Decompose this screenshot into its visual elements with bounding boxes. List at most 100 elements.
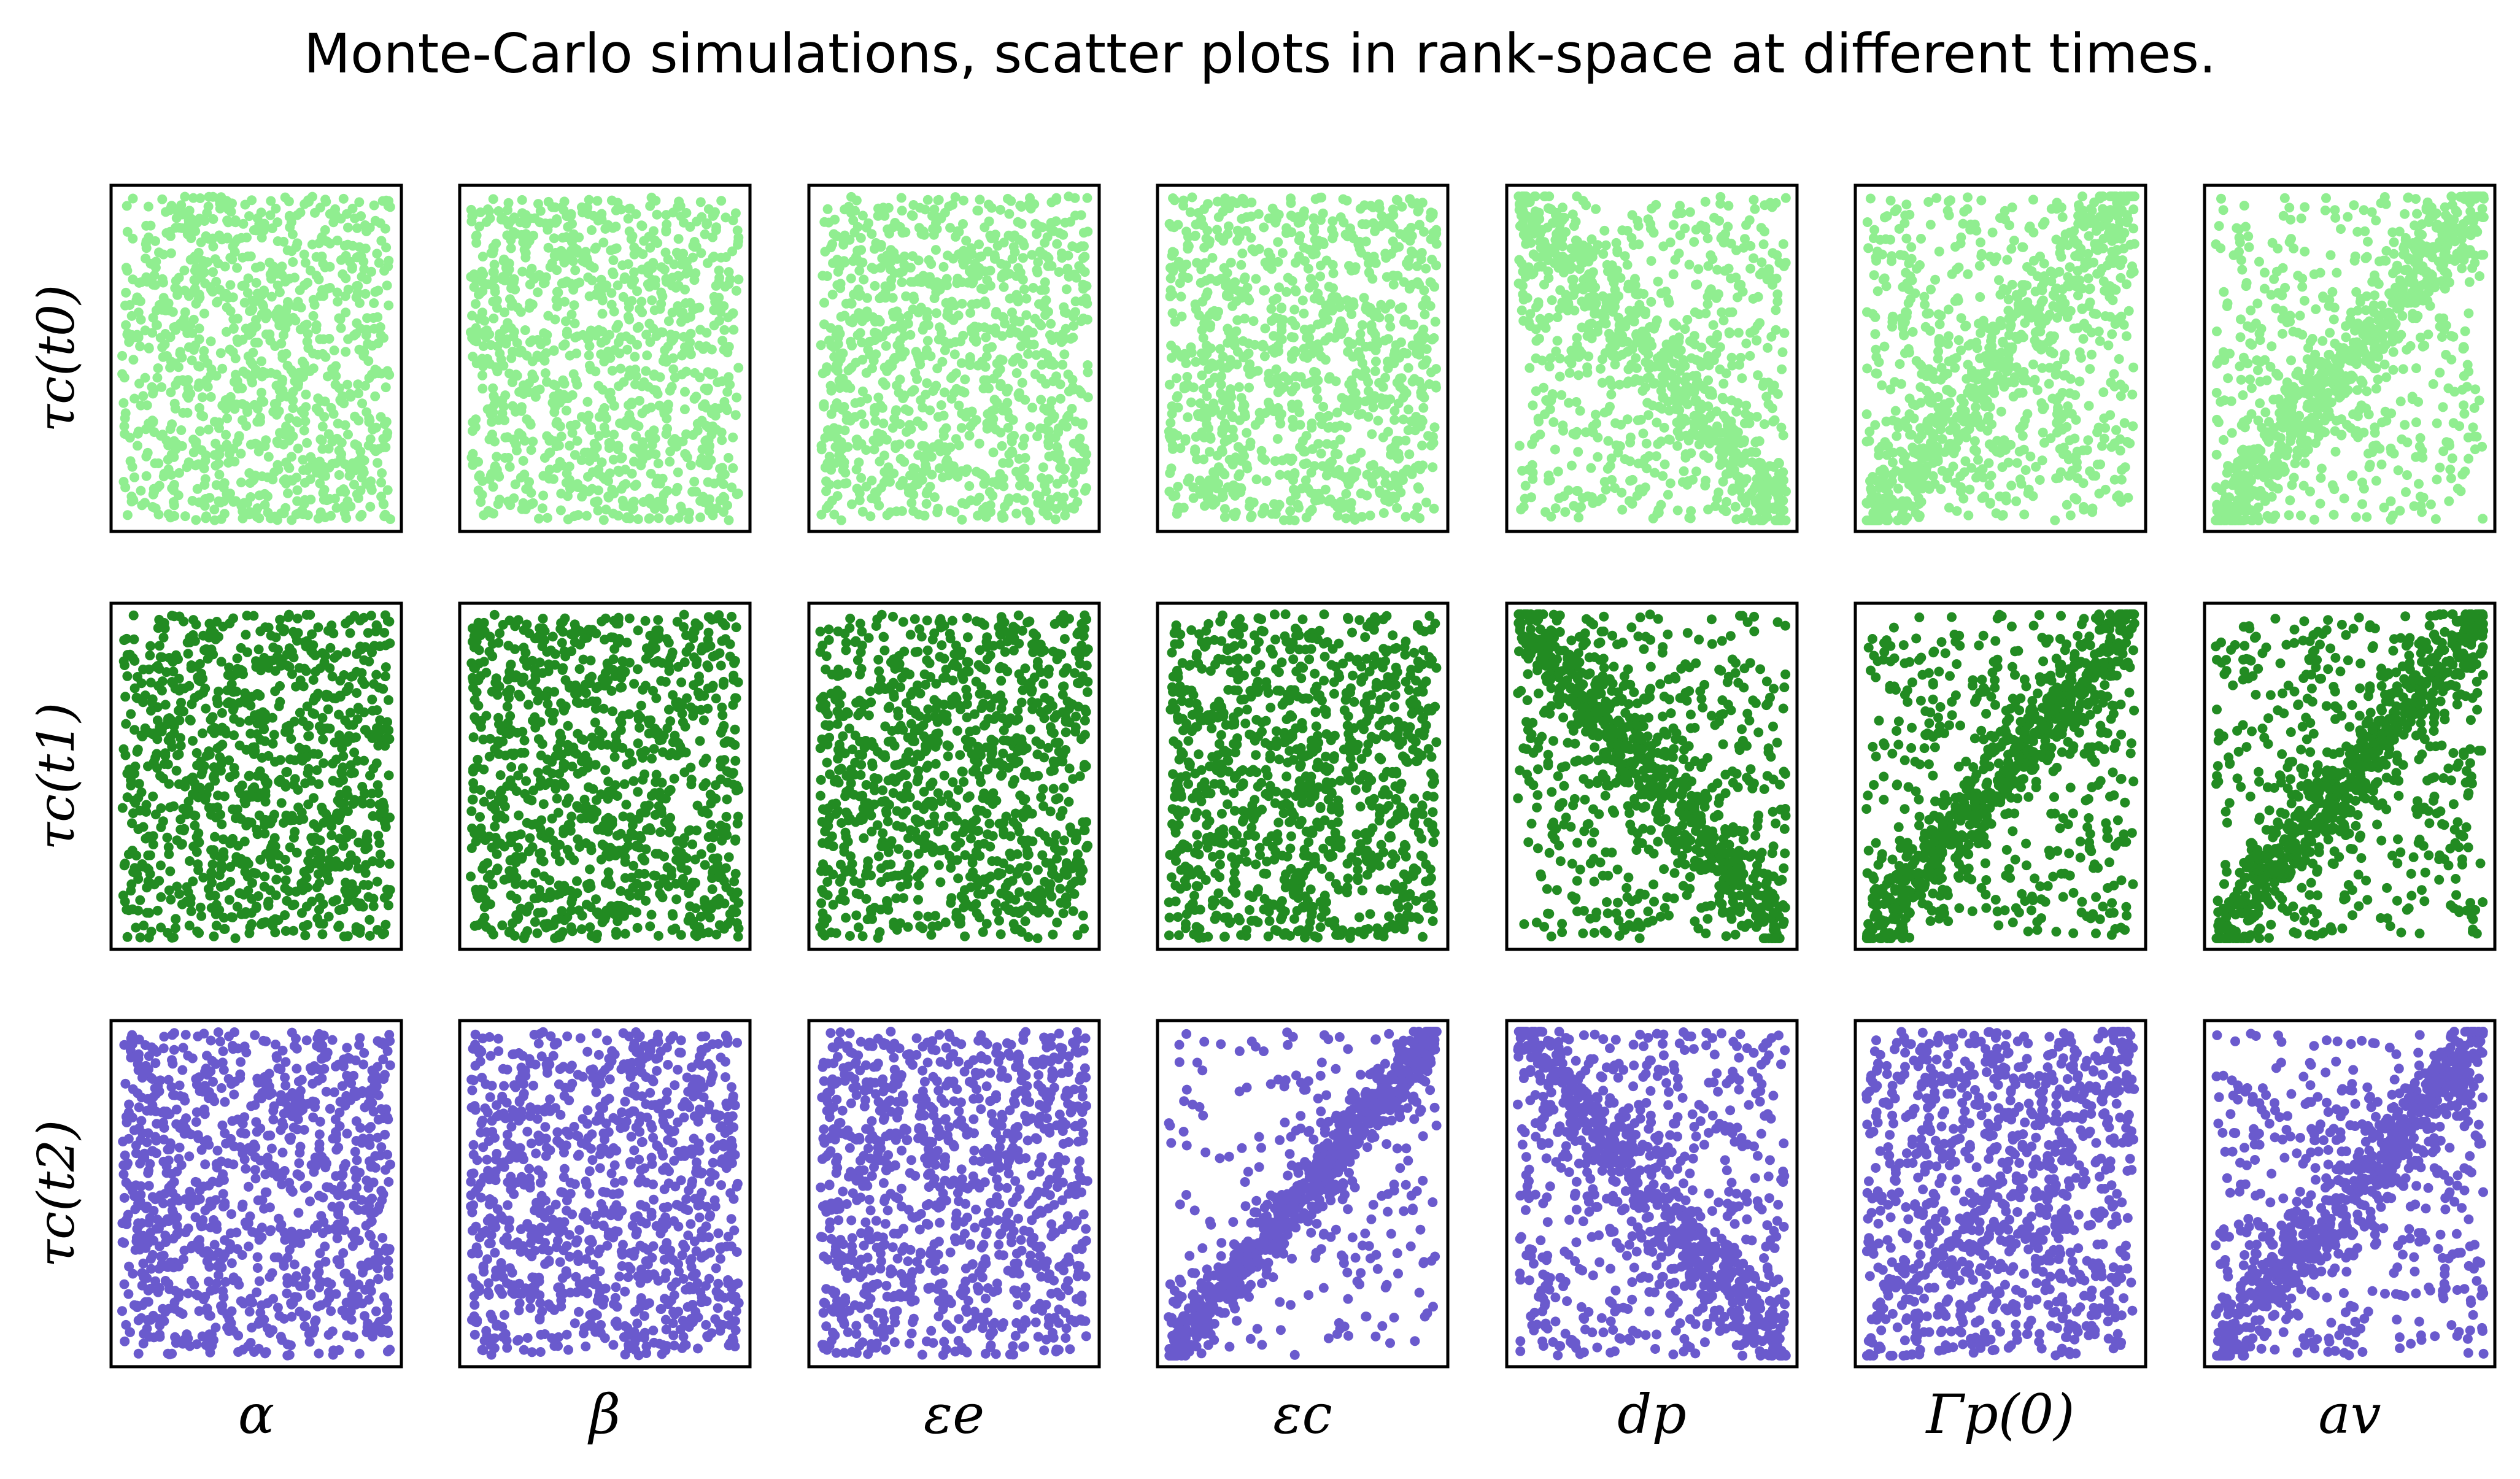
scatter-point — [883, 462, 894, 473]
scatter-point — [624, 204, 635, 214]
scatter-point — [199, 267, 209, 277]
scatter-point — [1224, 400, 1235, 409]
scatter-point — [905, 263, 916, 273]
scatter-point — [1030, 218, 1041, 229]
scatter-point — [827, 290, 838, 299]
scatter-point — [571, 420, 581, 430]
scatter-point — [300, 495, 310, 505]
scatter-point — [1168, 193, 1178, 203]
scatter-point — [1572, 340, 1582, 350]
scatter-point — [1369, 311, 1380, 322]
scatter-point — [1202, 287, 1213, 298]
scatter-point — [169, 500, 179, 511]
scatter-point — [1040, 480, 1050, 490]
scatter-point — [1514, 255, 1525, 265]
scatter-point — [597, 309, 608, 319]
scatter-point — [527, 369, 538, 380]
scatter-point — [1597, 377, 1607, 388]
scatter-point — [1219, 504, 1230, 514]
scatter-point — [980, 222, 990, 233]
scatter-point — [514, 347, 524, 357]
scatter-point — [1304, 244, 1314, 255]
scatter-point — [292, 416, 302, 427]
scatter-point — [1045, 495, 1056, 505]
scatter-point — [231, 399, 241, 409]
scatter-point — [714, 272, 725, 283]
scatter-point — [222, 326, 231, 337]
scatter-point — [1566, 460, 1577, 471]
scatter-point — [291, 242, 301, 252]
scatter-point — [471, 299, 481, 309]
scatter-point — [851, 195, 862, 206]
scatter-point — [1429, 233, 1440, 243]
scatter-point — [1659, 347, 1669, 357]
scatter-point — [136, 277, 147, 287]
scatter-point — [272, 217, 283, 228]
scatter-point — [308, 295, 319, 305]
scatter-point — [296, 367, 307, 377]
scatter-point — [668, 353, 678, 363]
scatter-point — [1339, 217, 1349, 228]
scatter-point — [516, 307, 526, 317]
scatter-point — [1299, 206, 1309, 217]
scatter-point — [341, 273, 351, 284]
scatter-point — [1640, 454, 1650, 464]
scatter-point — [1391, 195, 1402, 205]
scatter-point — [188, 344, 198, 353]
scatter-point — [535, 384, 545, 395]
scatter-point — [960, 374, 970, 385]
scatter-point — [620, 272, 630, 282]
scatter-point — [609, 488, 619, 499]
scatter-point — [733, 236, 743, 247]
scatter-point — [908, 210, 918, 221]
scatter-point — [1207, 307, 1218, 317]
scatter-point — [1183, 273, 1193, 283]
scatter-point — [1027, 403, 1038, 413]
scatter-point — [1013, 263, 1023, 273]
scatter-point — [956, 423, 967, 433]
scatter-point — [331, 503, 342, 513]
scatter-point — [646, 468, 656, 479]
scatter-point — [170, 403, 180, 414]
scatter-point — [692, 419, 703, 429]
scatter-point — [1758, 514, 1769, 525]
scatter-point — [1674, 332, 1684, 342]
scatter-point — [1324, 374, 1334, 384]
scatter-point — [1078, 253, 1088, 263]
scatter-point — [1715, 199, 1726, 209]
scatter-point — [1052, 239, 1062, 249]
scatter-point — [503, 198, 514, 208]
scatter-point — [1648, 228, 1659, 238]
scatter-point — [979, 479, 989, 489]
scatter-point — [1000, 319, 1010, 329]
scatter-point — [1533, 299, 1544, 310]
scatter-point — [302, 336, 312, 347]
scatter-point — [856, 233, 866, 243]
scatter-point — [1542, 222, 1553, 233]
scatter-point — [1083, 367, 1093, 377]
scatter-point — [1771, 325, 1781, 335]
scatter-point — [163, 464, 174, 474]
scatter-point — [717, 463, 727, 473]
scatter-point — [177, 352, 187, 363]
scatter-point — [1708, 320, 1718, 330]
scatter-point — [684, 514, 694, 524]
scatter-point — [655, 479, 665, 488]
scatter-point — [636, 460, 646, 471]
scatter-point — [1076, 210, 1086, 220]
scatter-point — [469, 282, 479, 292]
scatter-point — [1046, 319, 1056, 329]
scatter-point — [317, 444, 328, 454]
scatter-point — [1061, 284, 1072, 295]
scatter-point — [1390, 473, 1401, 483]
scatter-point — [988, 447, 999, 458]
scatter-point — [964, 481, 975, 491]
scatter-point — [328, 217, 339, 228]
scatter-point — [558, 375, 568, 385]
scatter-point — [1703, 351, 1714, 361]
scatter-point — [908, 304, 918, 315]
scatter-point — [1057, 253, 1067, 263]
scatter-point — [635, 304, 644, 314]
scatter-point — [1286, 332, 1297, 342]
scatter-point — [1034, 319, 1045, 329]
